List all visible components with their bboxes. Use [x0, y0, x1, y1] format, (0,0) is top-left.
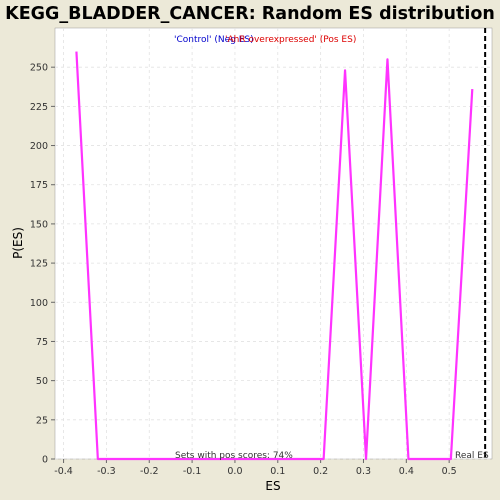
x-axis-label: ES — [265, 479, 280, 493]
x-tick-label: 0.2 — [313, 466, 328, 477]
y-tick-label: 175 — [30, 180, 48, 191]
y-tick-label: 125 — [30, 259, 48, 270]
legend-neg-label: 'Control' (Neg ES) — [174, 35, 254, 45]
y-axis-ticks: 0 25 50 75 100 125 150 175 200 225 250 — [30, 63, 55, 466]
y-tick-label: 25 — [36, 415, 48, 426]
y-tick-label: 200 — [30, 141, 48, 152]
series-group — [75, 51, 474, 461]
series-line — [75, 51, 474, 461]
x-tick-label: -0.3 — [97, 466, 116, 477]
legend-pos-label: 'AhR overexpressed' (Pos ES) — [225, 35, 356, 45]
y-tick-label: 250 — [30, 63, 48, 74]
pos-score-annotation: Sets with pos scores: 74% — [175, 451, 293, 461]
x-tick-label: 0.3 — [356, 466, 371, 477]
x-axis-ticks: -0.4 -0.3 -0.2 -0.1 0.0 0.1 0.2 0.3 0.4 0.5 — [54, 459, 457, 477]
real-es-label: Real ES — [455, 451, 489, 461]
x-tick-label: 0.0 — [227, 466, 242, 477]
y-tick-label: 150 — [30, 219, 48, 230]
x-tick-label: 0.5 — [442, 466, 457, 477]
y-tick-label: 100 — [30, 298, 48, 309]
x-tick-label: -0.2 — [140, 466, 159, 477]
y-tick-label: 0 — [42, 455, 48, 466]
y-tick-label: 75 — [36, 337, 48, 348]
x-tick-label: 0.4 — [399, 466, 414, 477]
x-tick-label: 0.1 — [270, 466, 285, 477]
grid-lines — [55, 28, 492, 460]
y-tick-label: 225 — [30, 102, 48, 113]
y-axis-label: P(ES) — [11, 227, 25, 259]
x-tick-label: -0.4 — [54, 466, 73, 477]
plot-area — [54, 27, 493, 460]
x-tick-label: -0.1 — [183, 466, 202, 477]
y-tick-label: 50 — [36, 376, 48, 387]
chart-title: KEGG_BLADDER_CANCER: Random ES distribut… — [5, 4, 495, 24]
